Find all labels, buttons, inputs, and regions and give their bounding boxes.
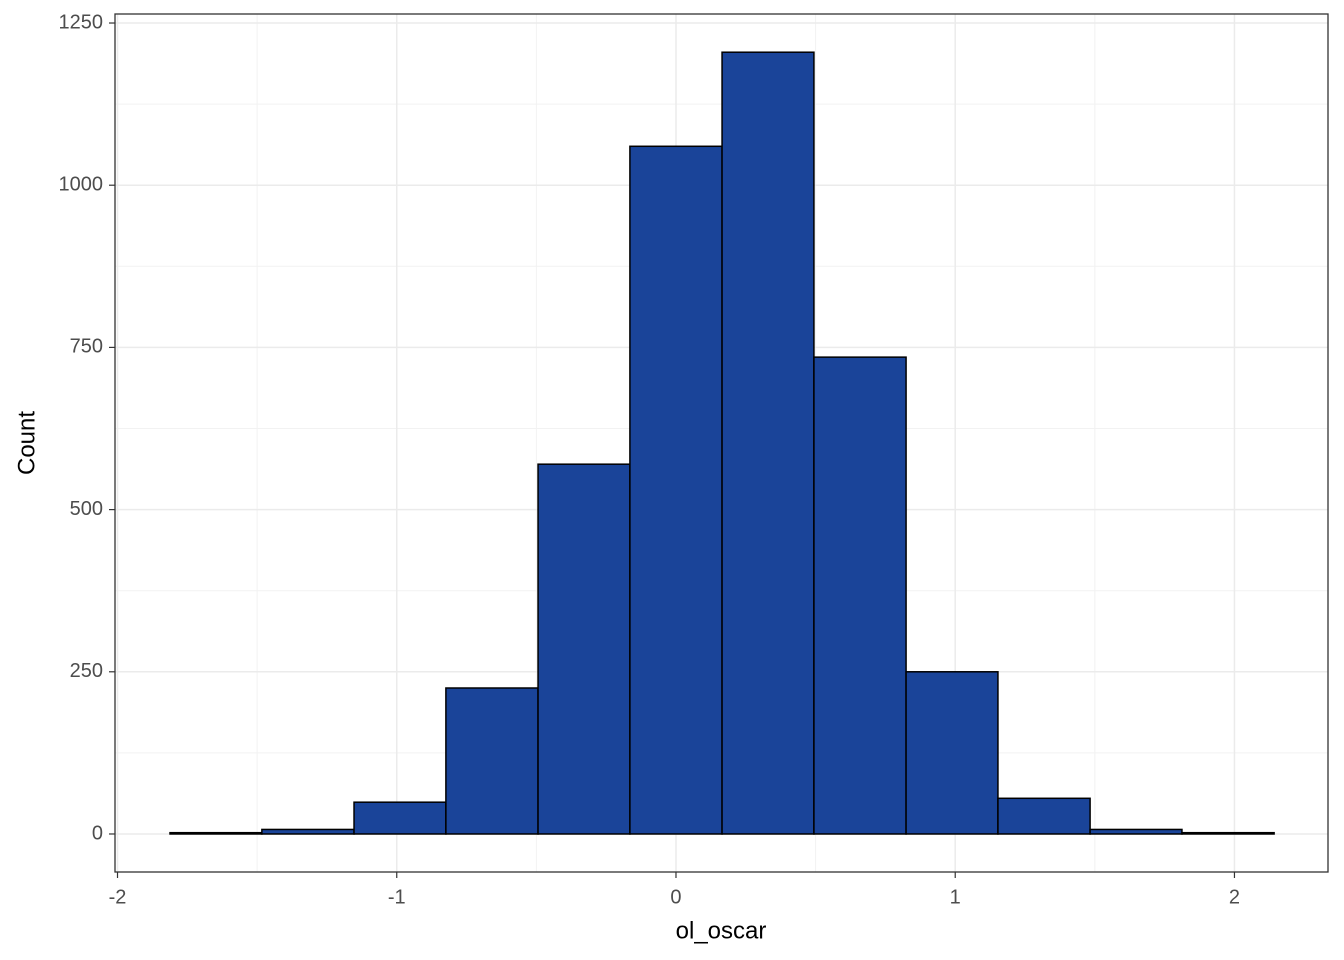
bar — [813, 356, 907, 835]
y-tick-label: 1000 — [59, 173, 104, 195]
plot-border — [114, 13, 1329, 873]
y-tick-label: 250 — [70, 660, 103, 682]
x-tick-label: 1 — [950, 886, 961, 908]
y-tick-label: 1250 — [59, 11, 104, 33]
bar — [445, 687, 539, 835]
x-tick-label: -2 — [109, 886, 127, 908]
bar — [353, 801, 447, 835]
x-tick-label: -1 — [388, 886, 406, 908]
y-axis-title: Count — [13, 411, 40, 475]
y-tick-label: 500 — [70, 498, 103, 520]
bar — [721, 51, 815, 835]
bar — [1089, 828, 1183, 835]
y-tick-label: 0 — [92, 822, 103, 844]
bar — [629, 145, 723, 835]
bar — [169, 831, 263, 835]
bar — [1181, 831, 1275, 835]
bar — [997, 797, 1091, 835]
bar — [261, 828, 355, 835]
y-tick-label: 750 — [70, 336, 103, 358]
x-tick-label: 2 — [1229, 886, 1240, 908]
x-tick-label: 0 — [670, 886, 681, 908]
bar — [537, 463, 631, 835]
bar — [905, 671, 999, 835]
x-axis-title: ol_oscar — [676, 917, 767, 944]
